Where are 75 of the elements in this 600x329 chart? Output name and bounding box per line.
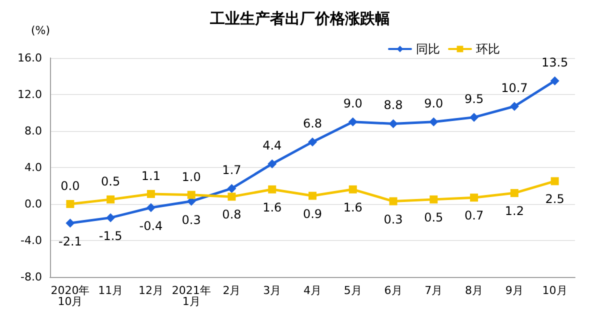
- data-label: 1.6: [262, 200, 282, 214]
- point: [429, 117, 438, 126]
- x-tick-label: 2020年 10月: [50, 284, 90, 308]
- point: [66, 200, 74, 208]
- point: [106, 213, 116, 222]
- point: [550, 177, 559, 186]
- y-tick-label: 0.0: [24, 198, 42, 210]
- data-label: 0.7: [464, 208, 484, 223]
- data-label: 0.3: [182, 212, 201, 227]
- x-tick-label: 8月: [465, 284, 484, 297]
- legend-label: 同比: [416, 42, 440, 56]
- x-tick-label: 4月: [304, 284, 322, 297]
- x-tick-label: 12月: [138, 284, 164, 297]
- data-label: 13.5: [541, 55, 568, 70]
- y-tick-label: 16.0: [18, 52, 42, 64]
- data-label: 0.5: [424, 210, 444, 224]
- point: [470, 194, 478, 202]
- x-tick-label: 3月: [263, 284, 282, 297]
- x-tick-label: 11月: [98, 284, 124, 297]
- data-label: 0.0: [60, 179, 80, 193]
- x-tick-label: 2月: [222, 284, 241, 297]
- data-label: 10.7: [501, 80, 528, 95]
- data-label: 9.5: [464, 92, 484, 106]
- data-label: 6.8: [302, 116, 322, 130]
- point: [66, 218, 75, 228]
- point: [510, 189, 518, 198]
- data-label: 1.0: [182, 170, 201, 184]
- legend-label: 环比: [476, 42, 500, 56]
- data-label: 0.3: [384, 212, 403, 226]
- point: [470, 112, 479, 122]
- x-tick-label: 2021年 1月: [172, 284, 211, 308]
- x-tick-label: 10月: [542, 284, 568, 297]
- data-label: 1.1: [141, 168, 161, 183]
- data-label: 0.5: [101, 174, 120, 188]
- point: [348, 117, 358, 126]
- y-tick-label: 12.0: [18, 88, 42, 101]
- point: [268, 159, 277, 168]
- point: [308, 137, 317, 146]
- chart-title: 工业生产者出厂价格涨跌幅: [209, 10, 390, 28]
- data-label: 1.2: [504, 204, 524, 218]
- point: [146, 190, 155, 198]
- x-tick-label: 6月: [384, 284, 402, 297]
- x-tick-label: 7月: [424, 284, 443, 297]
- data-label: 9.0: [424, 96, 444, 110]
- y-tick-label: -8.0: [20, 270, 42, 284]
- data-label: 0.9: [302, 206, 322, 221]
- x-tick-label: 5月: [344, 284, 362, 297]
- data-label: 2.5: [545, 192, 564, 206]
- point: [510, 102, 519, 111]
- point: [430, 195, 438, 204]
- data-label: -0.4: [139, 219, 163, 234]
- point: [268, 185, 276, 194]
- point: [388, 119, 398, 128]
- x-tick-label: 9月: [505, 284, 524, 297]
- point: [106, 195, 115, 204]
- y-axis-title: (%): [30, 24, 50, 37]
- point: [308, 192, 316, 200]
- data-label: 9.0: [343, 96, 362, 110]
- point: [228, 192, 236, 201]
- point: [146, 203, 156, 212]
- point: [187, 190, 196, 199]
- point: [348, 185, 357, 194]
- data-label: -1.5: [98, 229, 122, 244]
- data-label: 0.8: [222, 208, 242, 222]
- point: [227, 184, 236, 193]
- y-tick-label: 8.0: [24, 124, 42, 138]
- point: [389, 197, 398, 206]
- data-label: 4.4: [262, 138, 282, 152]
- data-label: -2.1: [58, 234, 82, 249]
- data-label: 8.8: [384, 98, 403, 112]
- point: [550, 76, 560, 86]
- data-label: 1.7: [222, 162, 242, 177]
- y-tick-label: -4.0: [20, 234, 42, 247]
- y-tick-label: 4.0: [24, 161, 42, 174]
- data-label: 1.6: [343, 200, 362, 214]
